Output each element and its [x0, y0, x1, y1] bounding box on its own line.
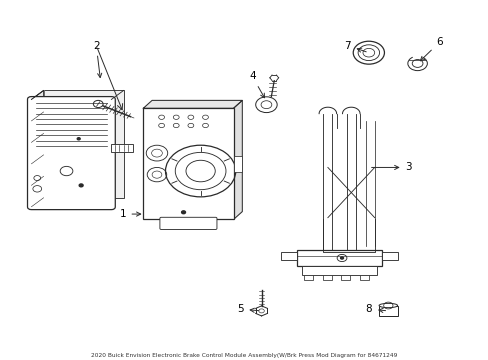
Bar: [143, 108, 233, 220]
Text: 4: 4: [248, 71, 264, 98]
Bar: [341, 275, 349, 280]
Circle shape: [77, 138, 80, 140]
Text: 5: 5: [236, 304, 258, 314]
Bar: [301, 266, 377, 275]
Text: 2020 Buick Envision Electronic Brake Control Module Assembly(W/Brk Press Mod Dia: 2020 Buick Envision Electronic Brake Con…: [91, 353, 397, 358]
Text: 3: 3: [371, 162, 411, 172]
Bar: [43, 90, 123, 198]
Ellipse shape: [378, 303, 397, 308]
Bar: [111, 144, 133, 152]
FancyBboxPatch shape: [27, 96, 115, 210]
Bar: [281, 252, 296, 260]
Circle shape: [181, 211, 185, 214]
Text: 1: 1: [120, 209, 141, 219]
Bar: [233, 156, 242, 172]
Text: 6: 6: [420, 37, 442, 61]
Circle shape: [340, 257, 343, 259]
Polygon shape: [31, 90, 43, 207]
Bar: [382, 252, 397, 260]
FancyBboxPatch shape: [160, 217, 217, 229]
Text: 2: 2: [93, 41, 102, 77]
Bar: [378, 306, 397, 316]
Bar: [359, 275, 368, 280]
Bar: [322, 275, 331, 280]
Bar: [304, 275, 312, 280]
Text: 7: 7: [344, 41, 366, 52]
Polygon shape: [143, 100, 242, 108]
Text: 8: 8: [365, 304, 385, 314]
Bar: [296, 250, 382, 266]
Circle shape: [79, 184, 83, 187]
Polygon shape: [233, 100, 242, 220]
